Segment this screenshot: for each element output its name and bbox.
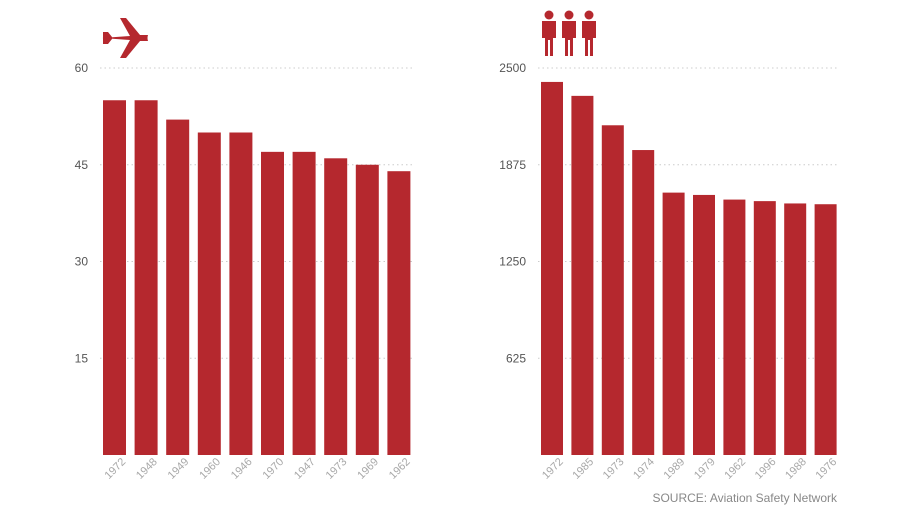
x-category-label: 1989 xyxy=(662,456,688,482)
x-category-label: 1960 xyxy=(197,456,223,482)
y-tick-label: 15 xyxy=(75,351,89,365)
y-tick-label: 2500 xyxy=(499,61,526,75)
bar xyxy=(571,95,594,455)
x-category-label: 1973 xyxy=(324,456,350,482)
bar xyxy=(324,158,348,456)
bar xyxy=(387,171,411,455)
bar xyxy=(784,203,807,455)
x-category-label: 1970 xyxy=(260,456,286,482)
x-category-label: 1947 xyxy=(292,456,318,482)
x-category-label: 1985 xyxy=(570,456,596,482)
x-category-label: 1973 xyxy=(601,456,627,482)
y-tick-label: 1250 xyxy=(499,255,526,269)
y-tick-label: 625 xyxy=(506,351,526,365)
x-category-label: 1979 xyxy=(692,456,718,482)
x-category-label: 1988 xyxy=(783,456,809,482)
people-icon xyxy=(542,10,596,56)
person-icon xyxy=(562,10,576,56)
bar xyxy=(292,151,316,455)
x-category-label: 1946 xyxy=(229,456,255,482)
airplane-icon xyxy=(102,18,148,58)
bar xyxy=(229,132,253,455)
bar xyxy=(541,81,563,455)
bar xyxy=(693,194,715,455)
x-category-label: 1996 xyxy=(753,456,779,482)
bar xyxy=(197,132,221,455)
bar xyxy=(723,199,746,455)
bar xyxy=(753,201,776,455)
x-category-label: 1972 xyxy=(540,456,566,482)
x-category-label: 1962 xyxy=(722,456,748,482)
x-category-label: 1962 xyxy=(387,456,413,482)
y-tick-label: 60 xyxy=(75,61,89,75)
bar xyxy=(601,125,624,455)
x-category-label: 1974 xyxy=(631,456,657,482)
x-category-label: 1949 xyxy=(166,456,192,482)
bar xyxy=(814,204,837,455)
x-category-label: 1948 xyxy=(134,456,160,482)
source-note: SOURCE: Aviation Safety Network xyxy=(652,491,837,505)
y-tick-label: 30 xyxy=(75,255,89,269)
x-category-label: 1969 xyxy=(355,456,381,482)
bar xyxy=(355,164,379,455)
person-icon xyxy=(542,10,556,56)
bar xyxy=(261,151,284,455)
bar xyxy=(662,192,685,455)
person-icon xyxy=(582,10,596,56)
y-tick-label: 45 xyxy=(75,158,89,172)
bar xyxy=(166,119,190,455)
bar xyxy=(103,100,126,455)
bar xyxy=(632,150,655,455)
y-tick-label: 1875 xyxy=(499,158,526,172)
fatalities-chart-left: 15 30 45 60 1972 1948 1949 1960 1946 1970 1947 1973… xyxy=(75,61,414,482)
bar xyxy=(134,100,158,455)
x-category-label: 1976 xyxy=(814,456,840,482)
x-category-label: 1972 xyxy=(102,456,128,482)
